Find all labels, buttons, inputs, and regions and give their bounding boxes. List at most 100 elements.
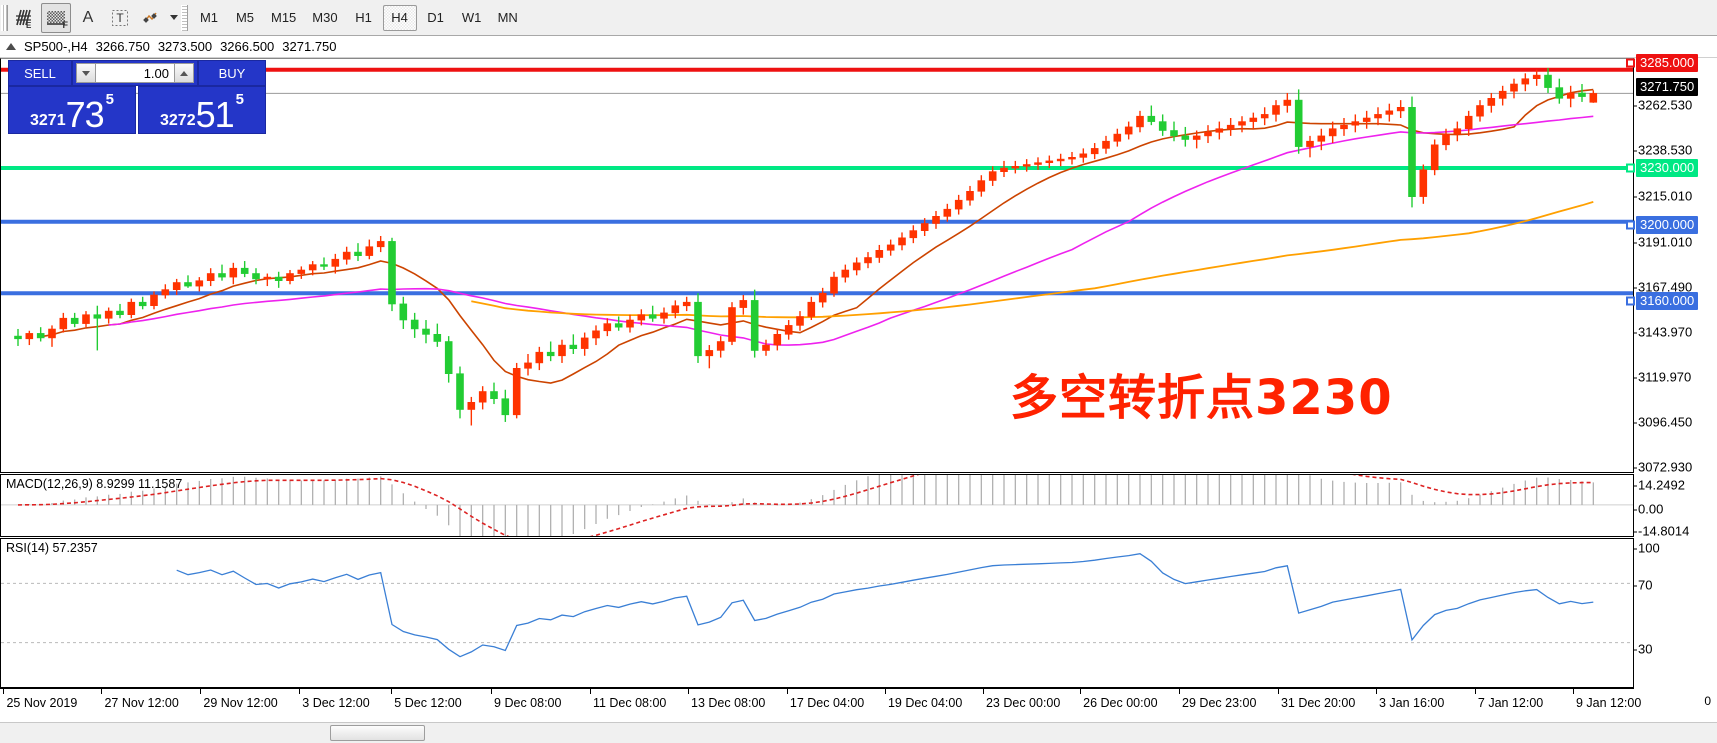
volume-increase-button[interactable] bbox=[174, 63, 194, 83]
objects-icon[interactable] bbox=[137, 3, 167, 33]
chart-close-value: 3271.750 bbox=[282, 39, 337, 54]
time-tick bbox=[101, 689, 103, 694]
volume-stepper[interactable]: 1.00 bbox=[72, 60, 198, 86]
chart-annotation-text: 多空转折点3230 bbox=[1010, 370, 1393, 426]
main-toolbar: E F A T M1 M5 M15 M30 H1 H4 bbox=[0, 0, 1717, 36]
time-tick bbox=[299, 689, 301, 694]
scale-corner-value: 0 bbox=[1704, 694, 1711, 708]
scale-tick: 3215.010 bbox=[1633, 188, 1693, 204]
chart-header: SP500-,H4 3266.750 3273.500 3266.500 327… bbox=[0, 36, 1717, 58]
buy-button[interactable]: BUY bbox=[198, 60, 266, 86]
scale-tick: 3271.750 bbox=[1636, 78, 1699, 96]
time-axis-label: 26 Dec 00:00 bbox=[1083, 696, 1158, 710]
timeframe-h4[interactable]: H4 bbox=[382, 4, 417, 31]
indicators-icon[interactable]: E bbox=[9, 3, 39, 33]
time-tick bbox=[1474, 689, 1476, 694]
time-tick bbox=[1277, 689, 1279, 694]
macd-indicator-panel[interactable]: MACD(12,26,9) 8.9299 11.1587 bbox=[0, 474, 1634, 537]
time-axis-label: 29 Dec 23:00 bbox=[1182, 696, 1257, 710]
volume-decrease-button[interactable] bbox=[76, 63, 96, 83]
time-axis-label: 11 Dec 08:00 bbox=[592, 696, 667, 710]
text-label-icon[interactable]: A bbox=[82, 8, 94, 26]
timeframe-m1[interactable]: M1 bbox=[199, 10, 219, 25]
macd-label: MACD(12,26,9) 8.9299 11.1587 bbox=[6, 477, 183, 491]
chart-high-value: 3273.500 bbox=[157, 39, 213, 54]
buy-price-display[interactable]: 3272 51 5 bbox=[138, 86, 266, 134]
time-axis-label: 3 Jan 16:00 bbox=[1379, 696, 1445, 710]
sell-price-integer: 3271 bbox=[30, 112, 66, 129]
rsi-indicator-panel[interactable]: RSI(14) 57.2357 bbox=[0, 538, 1634, 688]
chart-low-value: 3266.500 bbox=[220, 39, 275, 54]
price-level-marker[interactable] bbox=[1626, 163, 1635, 173]
buy-price-fraction: 5 bbox=[235, 91, 244, 108]
time-tick bbox=[1572, 689, 1574, 694]
scale-tick: 100 bbox=[1634, 540, 1660, 556]
macd-scale-axis[interactable]: 14.2492 0.00 -14.8014 bbox=[1633, 474, 1717, 539]
time-tick bbox=[982, 689, 984, 694]
timeframe-m15[interactable]: M15 bbox=[271, 10, 297, 25]
price-level-marker[interactable] bbox=[1626, 58, 1635, 68]
time-axis[interactable]: 25 Nov 2019 27 Nov 12:00 29 Nov 12:00 3 Dec… bbox=[0, 688, 1641, 721]
rsi-plot-area bbox=[1, 539, 1633, 687]
timeframe-d1[interactable]: D1 bbox=[427, 10, 444, 25]
text-box-icon[interactable]: T bbox=[105, 3, 135, 33]
triangle-up-icon[interactable] bbox=[6, 43, 16, 50]
scale-tick: -14.8014 bbox=[1633, 523, 1690, 539]
timeframe-m5[interactable]: M5 bbox=[235, 10, 255, 25]
horizontal-scrollbar[interactable] bbox=[0, 722, 1717, 743]
rsi-scale-axis[interactable]: 100 70 30 bbox=[1633, 538, 1717, 688]
time-axis-label: 5 Dec 12:00 bbox=[394, 696, 462, 710]
price-chart-panel[interactable] bbox=[0, 58, 1634, 473]
objects-dropdown-caret-icon[interactable] bbox=[170, 15, 178, 20]
scale-tick: 3262.530 bbox=[1633, 97, 1693, 113]
timeframe-mn[interactable]: MN bbox=[497, 10, 518, 25]
scale-tick: 3119.970 bbox=[1633, 369, 1692, 385]
timeframe-m30[interactable]: M30 bbox=[312, 10, 338, 25]
time-axis-label: 27 Nov 12:00 bbox=[104, 696, 179, 710]
scale-tick: 3230.000 bbox=[1636, 159, 1699, 177]
volume-input[interactable]: 1.00 bbox=[96, 63, 174, 83]
buy-price-major: 51 bbox=[195, 94, 235, 135]
scale-tick: 3143.970 bbox=[1633, 324, 1693, 340]
price-scale-axis[interactable]: 3285.000 3271.750 3262.530 3238.530 3230.000… bbox=[1626, 54, 1717, 475]
time-tick bbox=[1376, 689, 1377, 694]
scrollbar-thumb[interactable] bbox=[330, 725, 425, 741]
time-tick bbox=[391, 689, 393, 694]
rsi-svg bbox=[1, 553, 1633, 658]
time-axis-label: 9 Dec 08:00 bbox=[494, 696, 562, 710]
rsi-label: RSI(14) 57.2357 bbox=[6, 541, 98, 555]
scale-tick: 3191.010 bbox=[1633, 234, 1693, 250]
svg-text:E: E bbox=[26, 21, 32, 29]
sell-button[interactable]: SELL bbox=[8, 60, 72, 86]
buy-price-integer: 3272 bbox=[160, 112, 196, 129]
time-axis-label: 19 Dec 04:00 bbox=[887, 696, 963, 710]
scale-tick: 3096.450 bbox=[1633, 414, 1693, 430]
time-axis-label: 31 Dec 20:00 bbox=[1280, 696, 1356, 710]
sell-price-major: 73 bbox=[65, 94, 105, 135]
scale-tick: 3167.490 bbox=[1633, 279, 1693, 295]
time-tick bbox=[688, 689, 689, 694]
scale-tick: 14.2492 bbox=[1634, 477, 1685, 493]
price-plot-area bbox=[1, 59, 1633, 472]
time-axis-label: 17 Dec 04:00 bbox=[789, 696, 865, 710]
time-tick bbox=[3, 689, 5, 694]
macd-plot-area bbox=[1, 475, 1633, 536]
scale-tick: 3200.000 bbox=[1636, 216, 1699, 234]
scale-tick: 3285.000 bbox=[1636, 54, 1699, 72]
timeframe-h1[interactable]: H1 bbox=[355, 10, 372, 25]
price-level-marker[interactable] bbox=[1626, 220, 1635, 230]
svg-text:T: T bbox=[116, 11, 124, 25]
time-axis-label: 29 Nov 12:00 bbox=[203, 696, 278, 710]
time-axis-label: 3 Dec 12:00 bbox=[302, 696, 370, 710]
price-level-marker[interactable] bbox=[1626, 296, 1635, 306]
grid-icon[interactable]: F bbox=[41, 2, 71, 33]
sell-price-display[interactable]: 3271 73 5 bbox=[8, 86, 136, 134]
time-axis-label: 23 Dec 00:00 bbox=[985, 696, 1061, 710]
time-axis-label: 25 Nov 2019 bbox=[6, 696, 78, 710]
toolbar-separator bbox=[181, 4, 188, 31]
time-tick bbox=[884, 689, 886, 694]
scale-tick: 0.00 bbox=[1633, 501, 1664, 517]
toolbar-grip[interactable] bbox=[1, 4, 8, 31]
timeframe-w1[interactable]: W1 bbox=[461, 10, 482, 25]
